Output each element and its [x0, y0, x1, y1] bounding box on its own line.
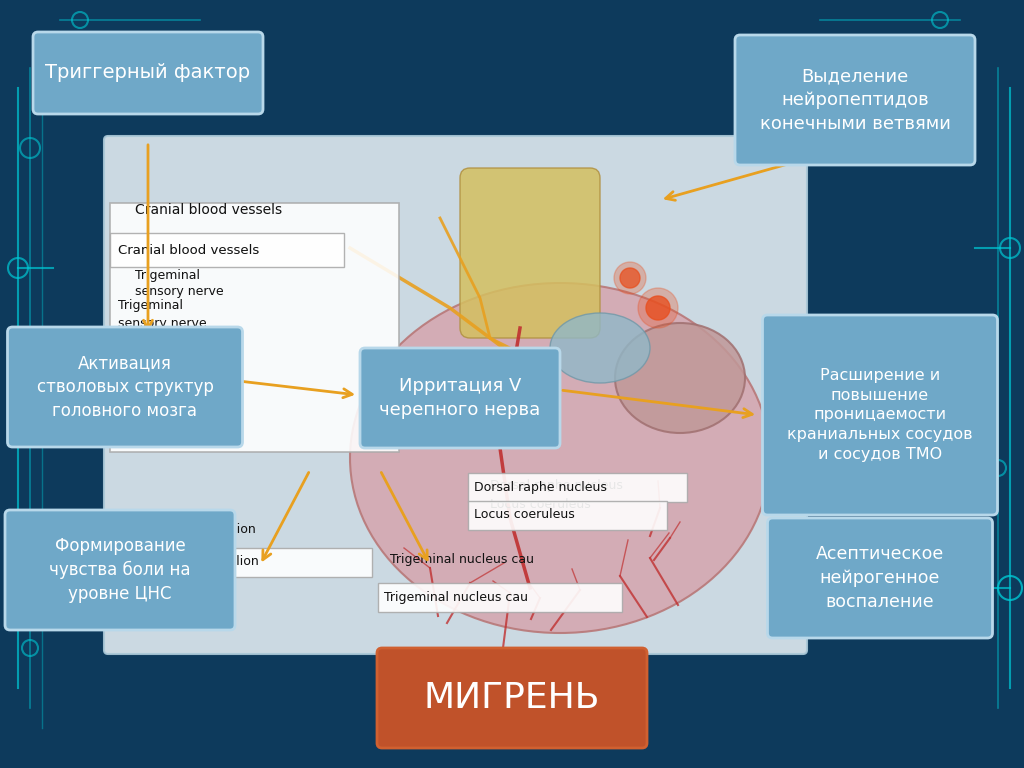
Text: surface: surface	[135, 345, 176, 355]
Text: Locus coeruleus: Locus coeruleus	[474, 508, 574, 521]
Text: sensory nerve: sensory nerve	[118, 316, 207, 329]
FancyBboxPatch shape	[360, 348, 560, 448]
Text: meninges: meninges	[135, 395, 189, 405]
Text: nociceptors on: nociceptors on	[118, 350, 200, 360]
Text: Выделение
нейропептидов
конечными ветвями: Выделение нейропептидов конечными ветвям…	[760, 68, 950, 133]
FancyBboxPatch shape	[768, 518, 992, 638]
Text: and the lining of: and the lining of	[135, 363, 226, 373]
Text: inal ganglion: inal ganglion	[178, 555, 259, 568]
Text: inal ganglion: inal ganglion	[175, 524, 256, 537]
Text: Trigeminal nucleus cau: Trigeminal nucleus cau	[390, 554, 534, 567]
Text: Trigeminal nucleus cau: Trigeminal nucleus cau	[384, 591, 528, 604]
FancyBboxPatch shape	[33, 32, 263, 114]
Text: Dorsal raphe nucleus: Dorsal raphe nucleus	[490, 478, 623, 492]
Text: Cranial blood vessels: Cranial blood vessels	[135, 203, 283, 217]
FancyBboxPatch shape	[378, 583, 622, 612]
FancyBboxPatch shape	[5, 510, 234, 630]
FancyBboxPatch shape	[735, 35, 975, 165]
FancyBboxPatch shape	[763, 315, 997, 515]
Text: Cranial blood vessels: Cranial blood vessels	[118, 243, 259, 257]
Text: Триггерный фактор: Триггерный фактор	[45, 64, 251, 82]
Text: Активация
стволовых структур
головного мозга: Активация стволовых структур головного м…	[37, 354, 213, 419]
Circle shape	[614, 262, 646, 294]
Ellipse shape	[550, 313, 650, 383]
Text: Trigeminal: Trigeminal	[118, 299, 183, 312]
Ellipse shape	[350, 283, 770, 633]
Text: Ирритация V
черепного нерва: Ирритация V черепного нерва	[379, 377, 541, 419]
Ellipse shape	[615, 323, 745, 433]
Text: and the lining of: and the lining of	[118, 382, 210, 392]
FancyBboxPatch shape	[377, 648, 647, 748]
FancyBboxPatch shape	[104, 136, 807, 654]
Text: the brain, i.e. the: the brain, i.e. the	[135, 379, 231, 389]
Text: Trigeminal: Trigeminal	[135, 269, 200, 282]
Text: Расширение и
повышение
проницаемости
краниальных сосудов
и сосудов ТМО: Расширение и повышение проницаемости кра…	[787, 368, 973, 462]
Text: meninges: meninges	[118, 414, 173, 424]
Text: nociceptors on: nociceptors on	[135, 330, 217, 340]
Text: Асептическое
нейрогенное
воспаление: Асептическое нейрогенное воспаление	[816, 545, 944, 611]
FancyBboxPatch shape	[173, 548, 372, 577]
Circle shape	[620, 268, 640, 288]
Text: Формирование
чувства боли на
уровне ЦНС: Формирование чувства боли на уровне ЦНС	[49, 538, 190, 603]
Text: sensory nerve: sensory nerve	[135, 286, 223, 299]
FancyBboxPatch shape	[7, 327, 243, 447]
Circle shape	[646, 296, 670, 320]
FancyBboxPatch shape	[110, 203, 399, 452]
Circle shape	[638, 288, 678, 328]
Text: Dorsal raphe nucleus: Dorsal raphe nucleus	[474, 481, 607, 494]
Text: surface: surface	[118, 366, 160, 376]
FancyBboxPatch shape	[460, 168, 600, 338]
Text: the brain, i.e. the: the brain, i.e. the	[118, 398, 215, 408]
Text: МИГРЕНЬ: МИГРЕНЬ	[424, 681, 600, 715]
Text: Cranial blood vessels: Cranial blood vessels	[118, 243, 259, 257]
FancyBboxPatch shape	[468, 473, 687, 502]
Text: Locus coeruleus: Locus coeruleus	[490, 498, 591, 511]
FancyBboxPatch shape	[468, 501, 667, 530]
FancyBboxPatch shape	[110, 233, 344, 267]
